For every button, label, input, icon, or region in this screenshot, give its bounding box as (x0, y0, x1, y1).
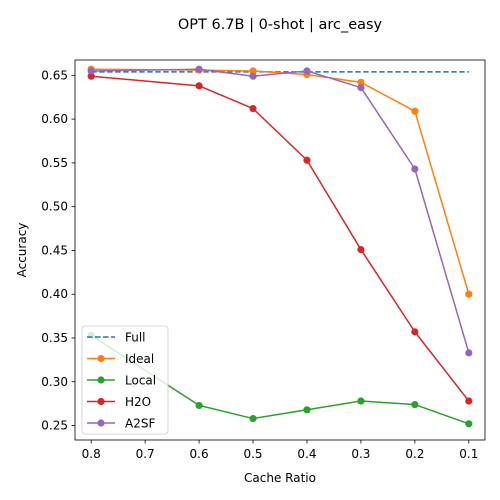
legend-item: H2O (87, 395, 151, 409)
data-point-local (357, 397, 365, 405)
data-point-h2o (357, 245, 365, 254)
legend-label: H2O (125, 395, 151, 409)
y-tick-label: 0.40 (41, 287, 68, 301)
x-tick-label: 0.3 (351, 447, 370, 461)
legend-label: Full (125, 331, 146, 345)
data-point-a2sf (411, 165, 419, 173)
legend-label: Ideal (125, 352, 154, 366)
legend: Full Ideal Local H2O A2SF (81, 325, 169, 435)
y-tick-label: 0.50 (41, 200, 68, 214)
y-tick-label: 0.35 (41, 331, 68, 345)
data-point-h2o (303, 156, 311, 164)
data-point-h2o (411, 328, 419, 336)
series-ideal (87, 65, 473, 298)
data-point-ideal (249, 67, 257, 75)
data-point-ideal (411, 107, 419, 115)
y-tick-label: 0.25 (41, 419, 68, 433)
data-point-ideal (465, 290, 473, 298)
legend-swatch-marker (97, 419, 105, 427)
x-axis-title: Cache Ratio (244, 471, 316, 485)
x-axis-ticks: 0.8 0.7 0.6 0.5 0.4 0.3 0.2 0.1 (82, 440, 478, 461)
legend-item: Ideal (87, 352, 154, 366)
series-h2o (87, 72, 473, 405)
series-layer (87, 65, 473, 428)
data-point-local (411, 400, 419, 409)
series-line-ideal (91, 68, 470, 295)
data-point-a2sf (87, 67, 95, 75)
data-point-a2sf (465, 349, 473, 357)
legend-item: A2SF (87, 417, 155, 431)
series-a2sf (87, 65, 473, 357)
data-point-h2o (195, 82, 203, 90)
data-point-a2sf (249, 72, 257, 80)
y-tick-label: 0.60 (41, 112, 68, 126)
data-point-local (465, 420, 473, 428)
data-point-h2o (87, 72, 95, 80)
x-tick-label: 0.8 (82, 447, 101, 461)
data-point-local (303, 406, 311, 414)
data-point-local (249, 414, 257, 423)
legend-swatch-marker (97, 397, 105, 406)
x-tick-label: 0.2 (405, 447, 424, 461)
y-axis-title: Accuracy (15, 223, 29, 278)
data-point-h2o (249, 104, 257, 113)
x-tick-label: 0.7 (136, 447, 155, 461)
y-axis-ticks: 0.25 0.30 0.35 0.40 0.45 0.50 0.55 0.60 0.65 (41, 68, 75, 433)
data-point-ideal (357, 78, 365, 86)
data-point-a2sf (303, 67, 311, 75)
y-tick-label: 0.55 (41, 156, 68, 170)
legend-item: Local (87, 374, 156, 388)
legend-label: A2SF (125, 417, 155, 431)
y-tick-label: 0.45 (41, 243, 68, 257)
legend-box (81, 325, 169, 435)
data-point-a2sf (195, 65, 203, 73)
x-tick-label: 0.5 (243, 447, 262, 461)
legend-swatch-marker (97, 376, 105, 384)
x-tick-label: 0.1 (459, 447, 478, 461)
data-point-a2sf (357, 83, 365, 92)
legend-swatch-marker (97, 354, 105, 363)
x-tick-label: 0.6 (190, 447, 209, 461)
legend-label: Local (125, 374, 156, 388)
y-tick-label: 0.30 (41, 375, 68, 389)
y-tick-label: 0.65 (41, 68, 68, 82)
x-tick-label: 0.4 (297, 447, 316, 461)
data-point-local (195, 401, 203, 410)
data-point-h2o (465, 397, 473, 405)
plot-area-frame (74, 59, 486, 441)
chart-title: OPT 6.7B | 0-shot | arc_easy (178, 17, 383, 33)
legend-item: Full (87, 331, 146, 345)
